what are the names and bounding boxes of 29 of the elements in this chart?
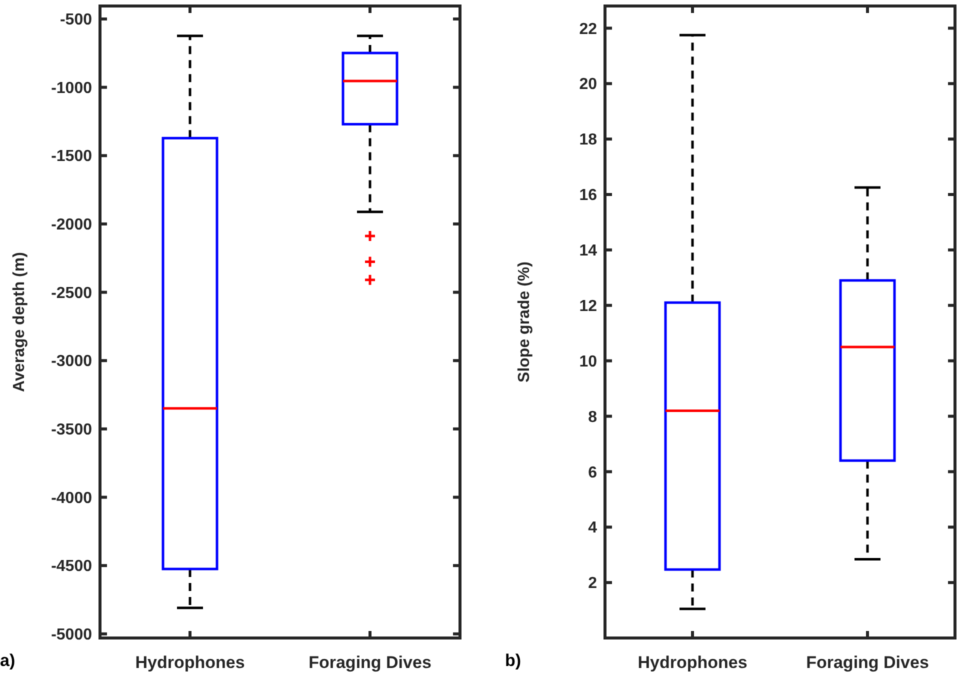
y-tick-label: -3500: [51, 422, 92, 439]
y-tick-label: 22: [579, 20, 598, 38]
y-tick-label: 12: [579, 298, 598, 315]
text: b): [505, 651, 522, 670]
y-tick-label: 8: [588, 408, 598, 426]
y-tick-label: 4: [588, 520, 598, 537]
y-axis-title: Slope grade (%): [516, 262, 533, 382]
y-tick-label: 10: [579, 353, 598, 370]
x-tick-label: Hydrophones: [638, 653, 748, 672]
y-tick-label: -4000: [51, 490, 92, 507]
y-tick-label: -4500: [51, 558, 92, 576]
text: a): [0, 651, 16, 670]
x-tick-label: Hydrophones: [135, 653, 245, 672]
y-tick-label: -2000: [51, 216, 92, 234]
y-tick-label: 6: [588, 464, 598, 482]
y-axis-title: Average depth (m): [11, 252, 28, 392]
y-tick-label: -1500: [51, 148, 92, 166]
x-tick-label: Foraging Dives: [308, 653, 432, 672]
x-tick-label: Foraging Dives: [806, 653, 929, 672]
y-tick-label: -2500: [51, 284, 92, 302]
y-tick-label: -500: [60, 12, 92, 29]
y-tick-label: 18: [579, 132, 598, 149]
y-tick-label: -5000: [51, 626, 92, 644]
y-tick-label: 20: [579, 76, 598, 94]
y-tick-label: 2: [588, 575, 598, 592]
y-tick-label: -3000: [51, 353, 92, 370]
y-tick-label: -1000: [51, 80, 92, 97]
y-tick-label: 14: [579, 242, 598, 260]
y-tick-label: 16: [579, 187, 598, 204]
